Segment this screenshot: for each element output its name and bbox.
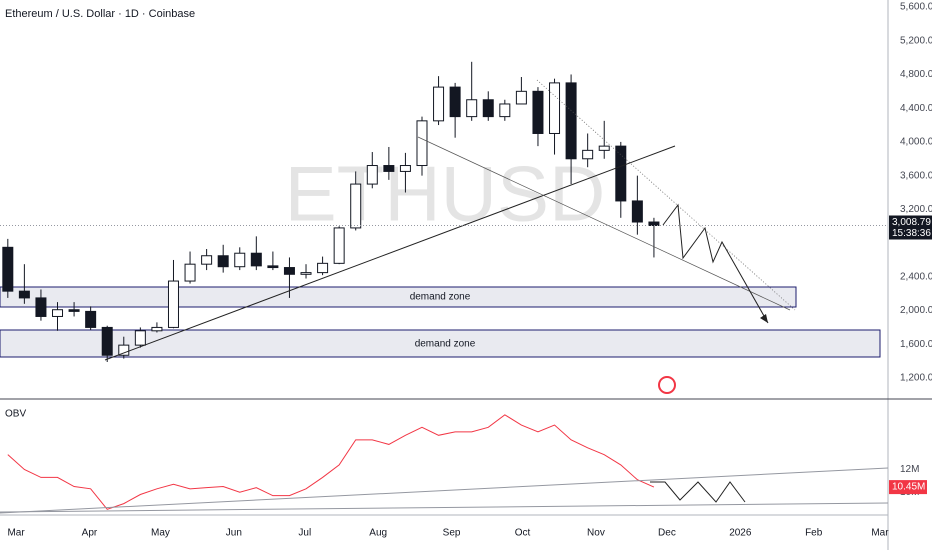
candle-body [134,330,146,346]
price-label-box [889,215,932,240]
candle-body [151,326,163,332]
pane-title: OBV [5,409,26,420]
y-tick-label: 3,600.00 [900,170,932,181]
candle-body [68,309,80,312]
x-tick-label: 2026 [729,528,752,539]
x-tick-label: Mar [7,528,25,539]
value-label-box [889,480,927,495]
candle-body [201,255,213,265]
x-tick-label: Oct [515,528,531,539]
price-label: 3,008.79 [892,217,931,228]
candle-body [333,227,345,264]
candle-body [283,267,295,275]
candle-body [648,221,660,226]
trend-line [0,502,889,513]
y-tick-label: 5,200.00 [900,35,932,46]
candle-body [300,272,312,275]
y-tick-label: 1,600.00 [900,339,932,350]
y-tick-label: 4,000.00 [900,137,932,148]
x-tick-label: Sep [443,528,461,539]
candle-body [217,255,229,268]
x-tick-label: Aug [369,528,387,539]
y-tick-label: 12M [900,464,919,475]
zone [0,286,797,308]
watermark: ETHUSD [285,150,606,238]
candle-body [482,99,494,118]
candle-body [631,200,643,223]
trend-line [104,145,676,361]
candle-body [416,120,428,167]
candle-body [532,90,544,134]
candle-body [549,82,561,134]
x-tick-label: Nov [587,528,605,539]
candle-body [234,252,246,268]
obv-line [7,414,655,510]
candle-body [466,99,478,118]
zone [0,329,881,358]
zone-label: demand zone [410,292,471,303]
y-tick-label: 4,800.00 [900,69,932,80]
projection [650,481,746,503]
chart-title: Ethereum / U.S. Dollar · 1D · Coinbase [5,8,195,20]
x-tick-label: Jun [226,528,242,539]
y-tick-label: 4,400.00 [900,103,932,114]
candle-body [118,344,130,356]
x-tick-label: May [151,528,170,539]
candle-body [18,290,30,299]
candle-body [350,183,362,229]
x-tick-label: Mar [871,528,889,539]
candle-body [615,145,627,202]
candle-body [515,90,527,105]
zone-label: demand zone [415,339,476,350]
candle-body [499,103,511,118]
candle-body [317,262,329,274]
candle-body [366,165,378,185]
projection [662,203,769,324]
candle-body [52,309,64,317]
candle-body [85,310,97,328]
candle-body [250,252,262,267]
y-tick-label: 1,200.00 [900,373,932,384]
countdown: 15:38:36 [892,228,931,239]
candle-body [598,145,610,151]
logo [658,376,676,394]
candle-body [433,86,445,122]
candle-body [101,326,113,356]
value-label: 10.45M [892,482,925,493]
x-tick-label: Dec [658,528,676,539]
candle-body [383,165,395,172]
y-tick-label: 2,400.00 [900,271,932,282]
x-tick-label: Apr [82,528,98,539]
trend-line [417,136,791,311]
y-tick-label: 3,200.00 [900,204,932,215]
x-tick-label: Feb [805,528,823,539]
arrow-head [760,314,768,323]
candle-body [582,149,594,160]
trend-line [536,79,796,311]
candle-body [35,297,47,317]
x-tick-label: Jul [298,528,311,539]
y-tick-label: 2,000.00 [900,305,932,316]
candle-body [399,165,411,172]
candle-body [184,263,196,282]
candle-body [267,265,279,269]
candle-body [449,86,461,118]
candle-body [565,82,577,160]
y-tick-label: 5,600.00 [900,2,932,13]
candle-body [2,246,14,292]
trend-line [0,467,889,514]
candle-body [167,280,179,328]
